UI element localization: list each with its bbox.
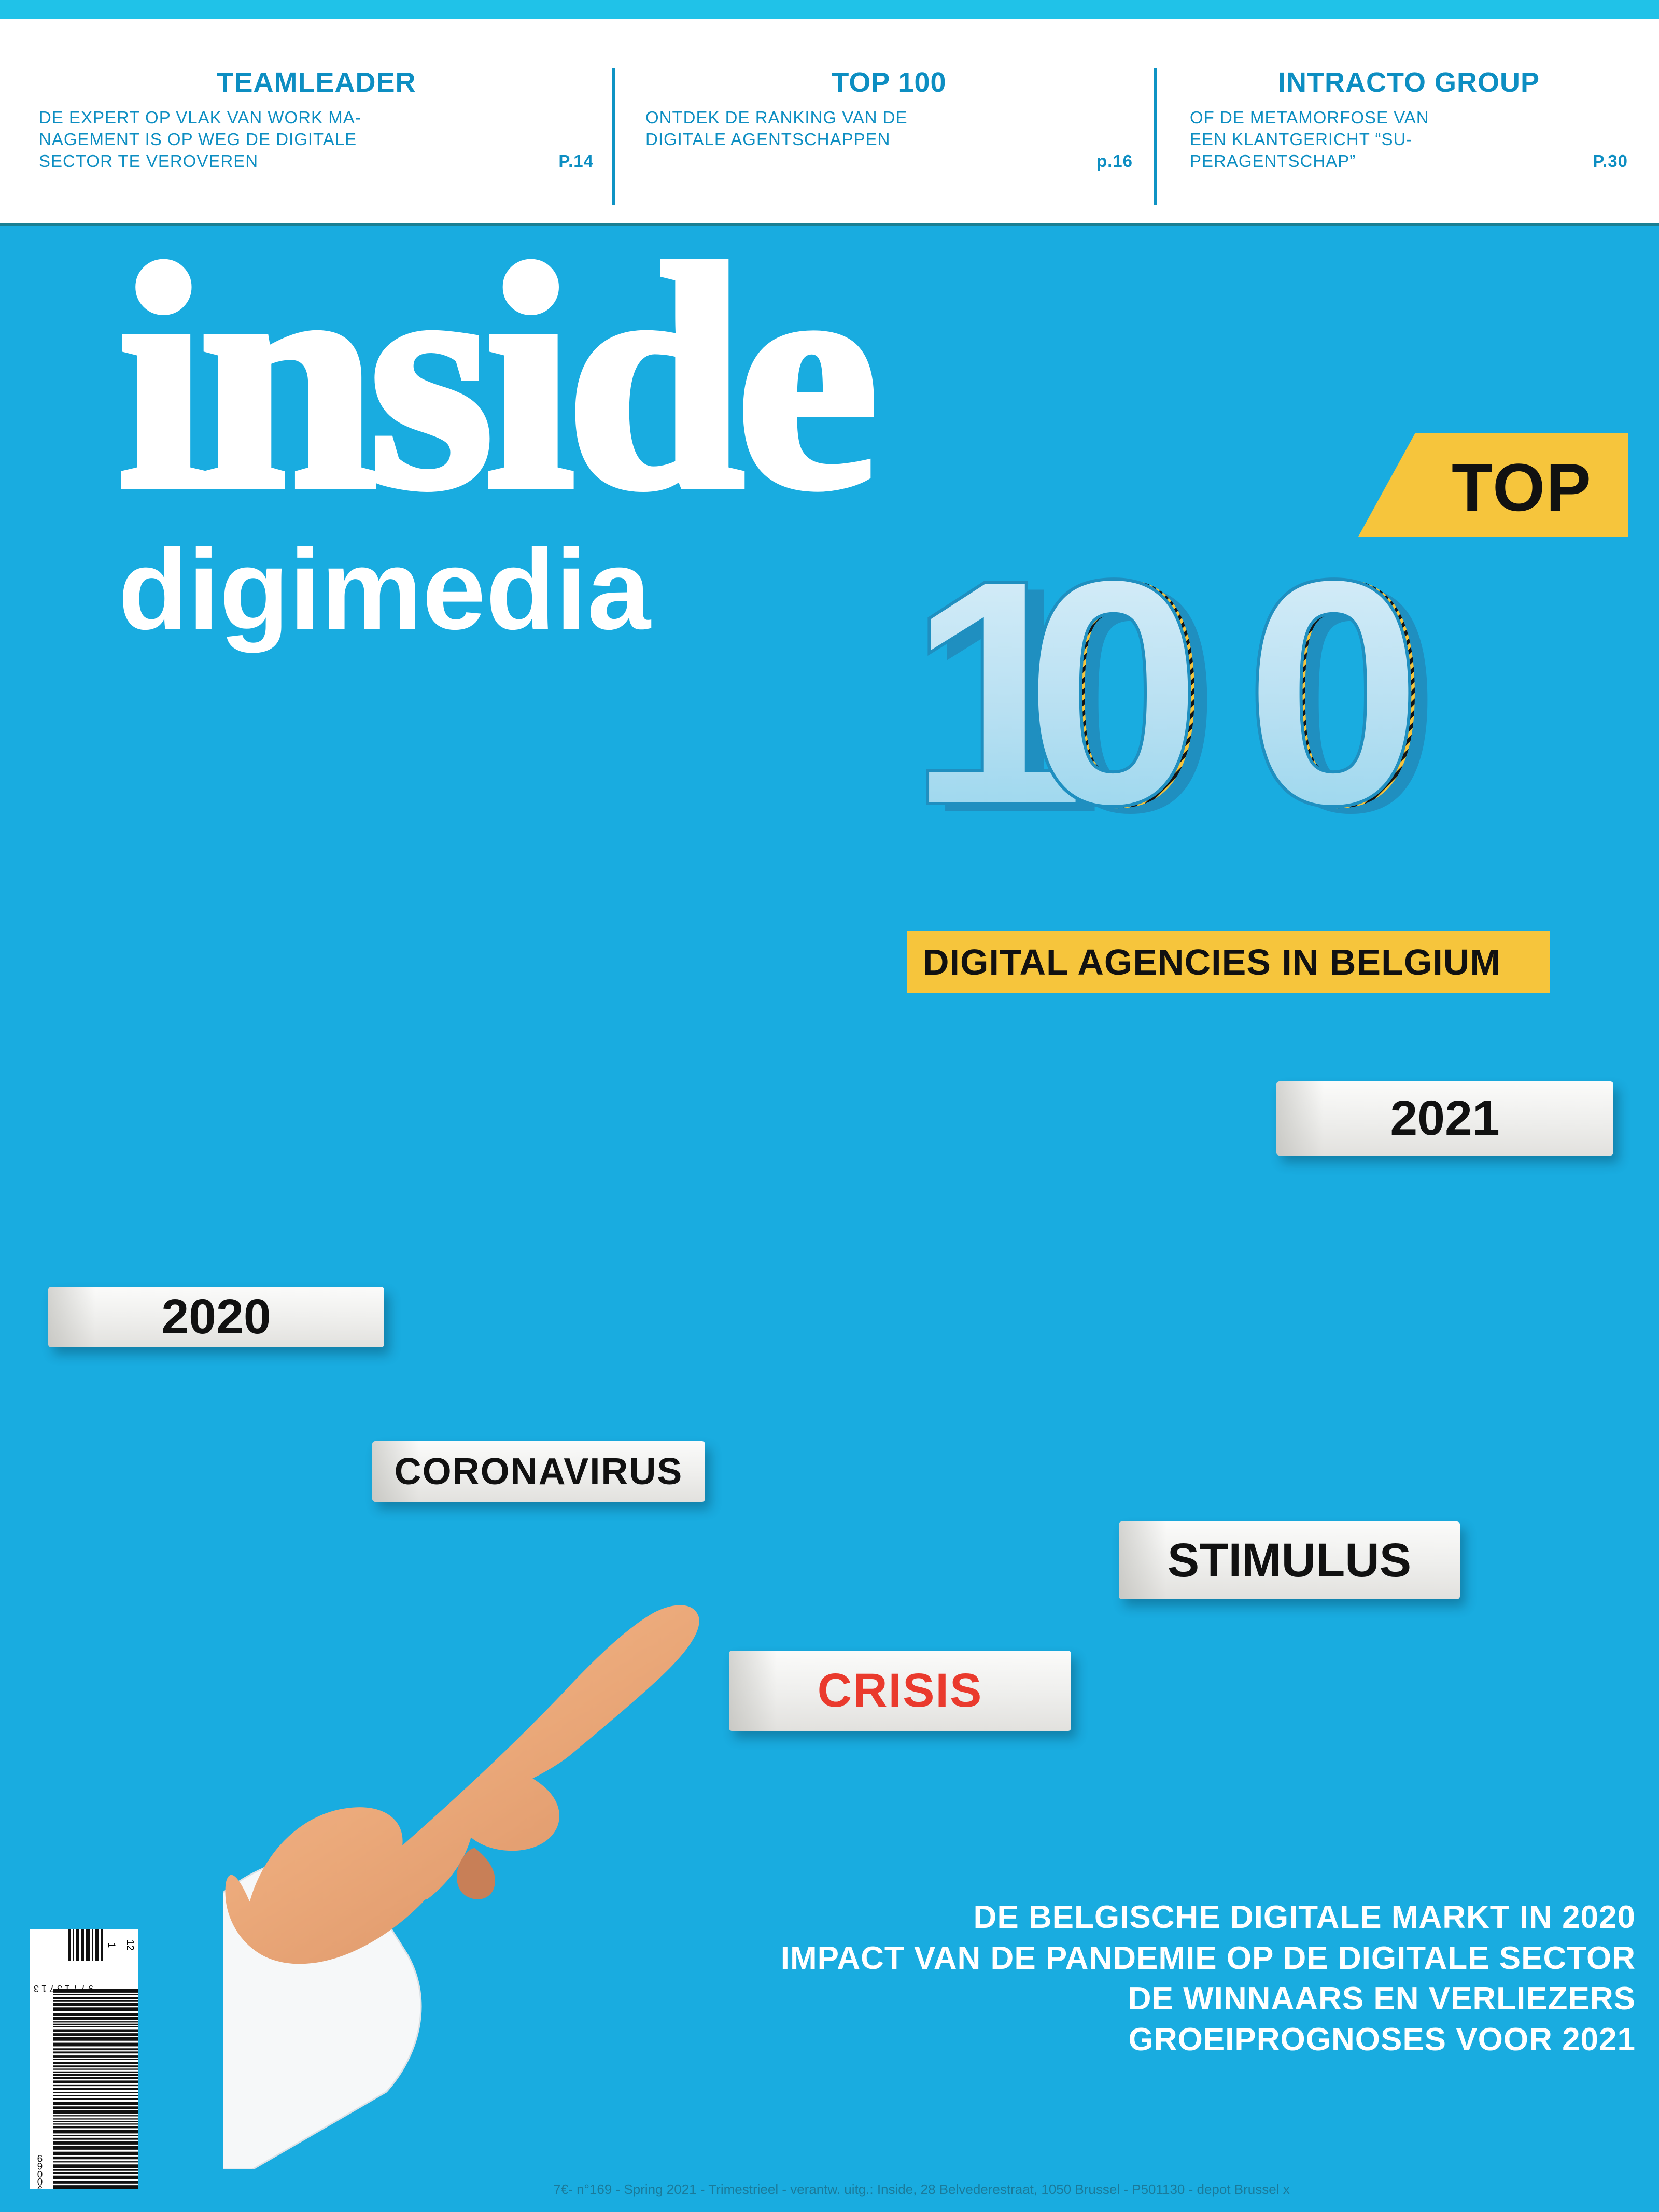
svg-text:DIGITAL AGENCIES IN BELGIUM: DIGITAL AGENCIES IN BELGIUM (923, 942, 1501, 982)
svg-text:0: 0 (1024, 513, 1203, 872)
svg-text:7: 7 (80, 1983, 86, 1994)
svg-text:3: 3 (57, 1983, 62, 1994)
svg-text:0: 0 (1244, 513, 1423, 872)
svg-text:1: 1 (41, 1983, 47, 1994)
svg-text:7: 7 (49, 1983, 54, 1994)
svg-text:9: 9 (88, 1983, 93, 1994)
svg-text:9: 9 (37, 2183, 43, 2189)
svg-text:12: 12 (124, 1939, 135, 1950)
svg-text:3: 3 (34, 1983, 39, 1994)
svg-text:7: 7 (73, 1983, 78, 1994)
svg-text:TOP: TOP (1452, 449, 1592, 525)
svg-text:1: 1 (65, 1983, 70, 1994)
svg-text:1: 1 (106, 1942, 117, 1948)
